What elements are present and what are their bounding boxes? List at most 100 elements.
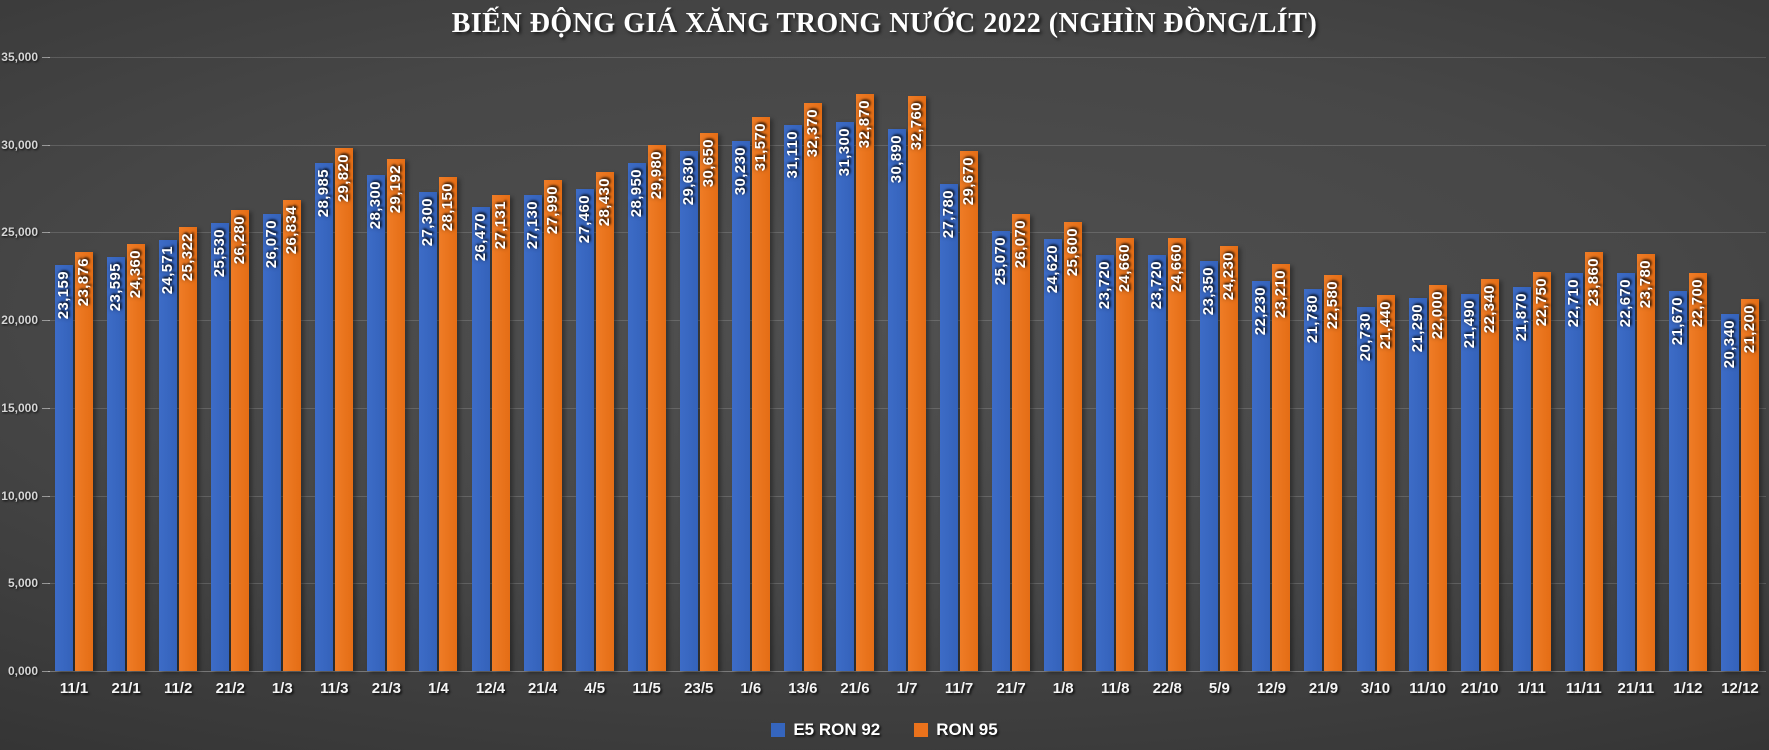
bar-value-label: 25,322: [179, 232, 197, 282]
bar-ron95: [1116, 238, 1135, 671]
bar-e5-ron92: [1044, 239, 1063, 671]
bar-value-label: 29,820: [335, 153, 353, 203]
gridline: [48, 583, 1766, 585]
bar-e5-ron92: [1356, 307, 1375, 671]
bar-ron95: [75, 252, 94, 671]
bar-value-label: 28,300: [367, 180, 385, 229]
bar-value-label: 22,000: [1428, 291, 1446, 340]
bar-value-label: 27,130: [523, 201, 541, 250]
bar-e5-ron92: [159, 239, 178, 671]
bar-value-label: 29,980: [647, 151, 665, 200]
bar-value-label: 22,340: [1480, 285, 1498, 334]
bar-ron95: [1220, 245, 1239, 671]
bar-ron95: [335, 147, 354, 671]
bar-e5-ron92: [783, 125, 802, 671]
bar-value-label: 32,370: [803, 109, 821, 158]
bar-e5-ron92: [575, 189, 594, 671]
bar-ron95: [387, 158, 406, 671]
bar-value-label: 22,700: [1688, 278, 1706, 328]
bar-e5-ron92: [888, 129, 906, 671]
bar-ron95: [1532, 271, 1551, 671]
gridline: [48, 320, 1766, 322]
bar-value-label: 24,660: [1168, 244, 1186, 293]
x-axis-label: 11/8: [1101, 680, 1130, 697]
bar-value-label: 24,571: [159, 245, 177, 295]
bar-value-label: 24,230: [1220, 251, 1238, 301]
legend-label-e5-ron92: E5 RON 92: [793, 720, 881, 739]
bar-ron95: [283, 200, 302, 671]
bar-value-label: 28,430: [595, 178, 613, 227]
bar-e5-ron92: [315, 162, 334, 671]
x-axis-label: 11/2: [163, 680, 193, 697]
x-axis-label: 1/3: [271, 680, 293, 697]
y-axis-tick: [42, 57, 50, 58]
x-axis-label: 1/12: [1673, 680, 1703, 697]
bar-value-label: 30,650: [699, 139, 717, 188]
x-axis-label: 11/1: [59, 680, 89, 697]
bar-ron95: [699, 133, 718, 671]
y-axis-tick: [42, 144, 50, 146]
y-axis-tick: [42, 583, 50, 585]
x-axis-label: 5/9: [1208, 680, 1230, 697]
gridline: [48, 232, 1766, 234]
bar-ron95: [127, 243, 146, 671]
bar-ron95: [1012, 213, 1031, 671]
bar-value-label: 22,580: [1324, 280, 1342, 330]
bar-e5-ron92: [1148, 254, 1167, 671]
gridline: [48, 407, 1766, 409]
bar-ron95: [1168, 238, 1187, 671]
bar-value-label: 23,159: [55, 270, 73, 319]
bar-ron95: [1740, 299, 1759, 671]
bar-value-label: 26,070: [263, 219, 281, 268]
bar-e5-ron92: [731, 140, 750, 671]
bar-ron95: [595, 172, 614, 671]
bar-value-label: 31,300: [835, 127, 853, 177]
gridline: [48, 144, 1766, 146]
x-axis-label: 11/3: [320, 680, 349, 697]
bar-value-label: 21,200: [1740, 305, 1758, 354]
legend-item-e5-ron92: E5 RON 92: [771, 720, 880, 740]
x-axis-label: 21/9: [1308, 680, 1339, 697]
y-axis-label: 15,000: [1, 400, 38, 415]
x-axis-label: 21/4: [527, 680, 558, 697]
bar-value-label: 21,780: [1304, 294, 1322, 344]
x-axis-label: 21/1: [111, 680, 141, 697]
x-axis-label: 11/5: [632, 680, 661, 697]
bar-e5-ron92: [1720, 314, 1739, 671]
bar-value-label: 23,720: [1148, 260, 1166, 310]
gridline: [48, 57, 1766, 58]
bar-ron95: [179, 226, 198, 671]
bar-ron95: [231, 209, 250, 671]
x-axis-label: 11/7: [944, 680, 974, 697]
bar-ron95: [960, 150, 979, 671]
x-axis-label: 21/2: [215, 680, 245, 697]
y-axis-tick: [42, 671, 50, 672]
bar-value-label: 32,760: [908, 102, 925, 151]
bar-value-label: 29,192: [387, 164, 405, 214]
bar-value-label: 28,985: [315, 168, 333, 217]
bar-value-label: 26,834: [283, 206, 301, 255]
bar-ron95: [647, 145, 666, 671]
bar-value-label: 32,870: [855, 100, 873, 149]
x-axis-label: 1/4: [428, 680, 449, 697]
y-axis-tick: [42, 232, 50, 234]
bar-e5-ron92: [1616, 273, 1635, 671]
bar-ron95: [751, 117, 770, 671]
x-axis-label: 12/12: [1721, 680, 1759, 697]
x-axis-label: 1/11: [1517, 680, 1546, 697]
bar-value-label: 22,710: [1564, 278, 1582, 327]
bar-e5-ron92: [627, 163, 646, 671]
bar-e5-ron92: [523, 195, 542, 671]
x-axis-label: 4/5: [584, 680, 606, 697]
bar-value-label: 29,630: [679, 157, 697, 206]
bar-e5-ron92: [1304, 288, 1323, 671]
y-axis-label: 0,000: [7, 664, 38, 678]
bar-ron95: [803, 103, 822, 671]
bar-ron95: [908, 96, 926, 671]
bar-value-label: 22,750: [1532, 277, 1550, 327]
bar-value-label: 27,780: [940, 189, 958, 238]
bar-e5-ron92: [1200, 261, 1219, 671]
bar-e5-ron92: [1408, 297, 1427, 671]
bar-ron95: [1324, 274, 1343, 671]
